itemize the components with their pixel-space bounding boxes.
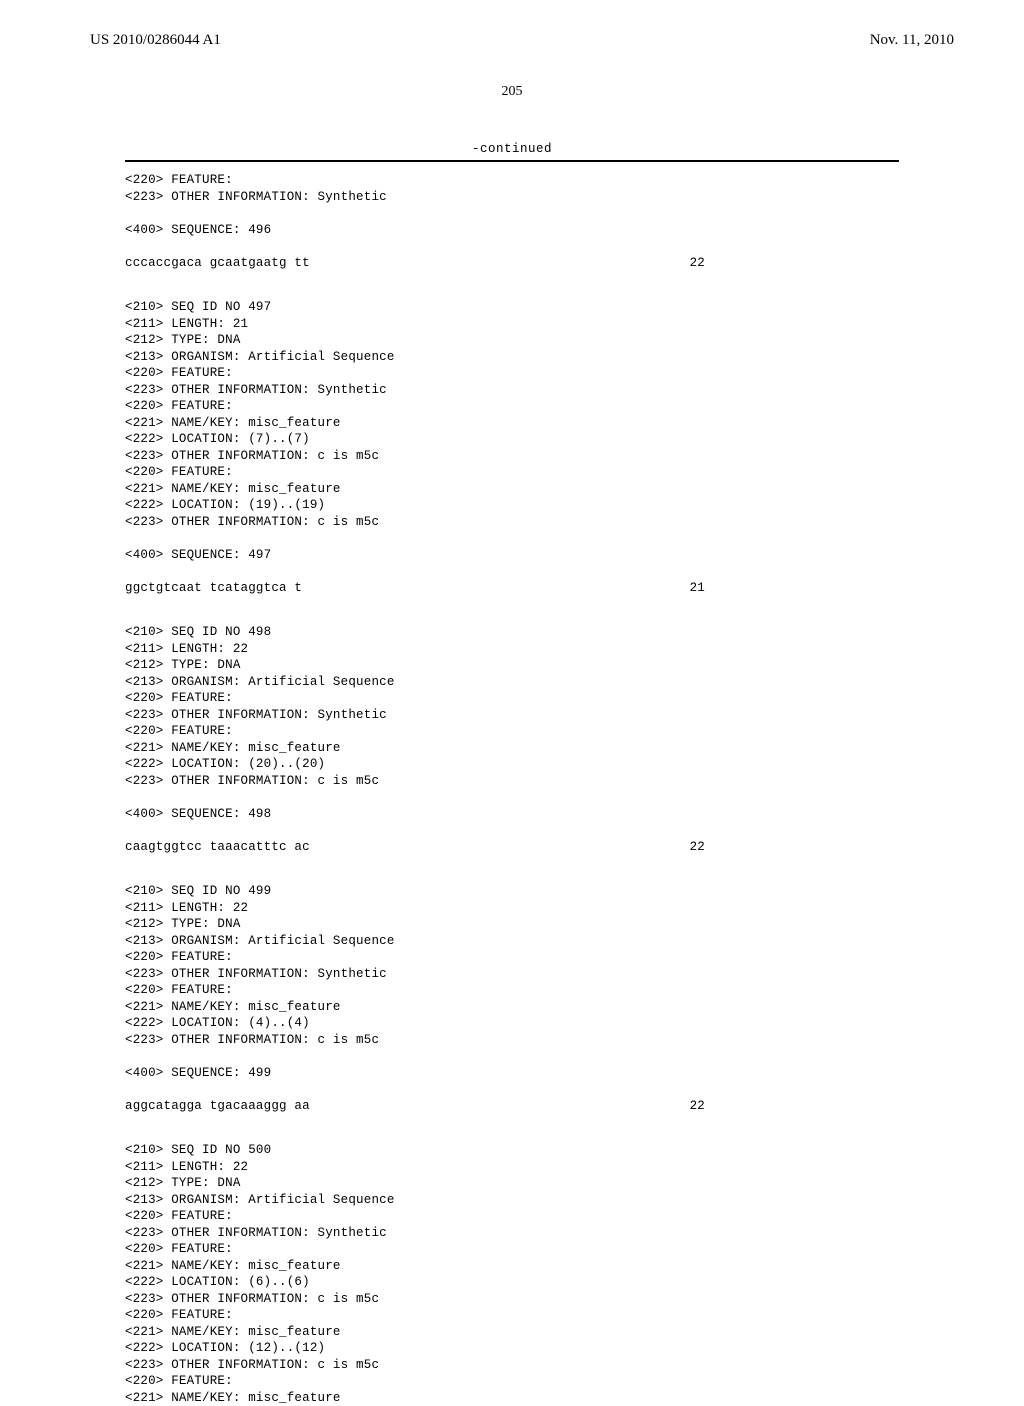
spacer bbox=[125, 822, 899, 839]
sequence-meta-line: <220> FEATURE: bbox=[125, 398, 899, 415]
sequence-meta-line: <220> FEATURE: bbox=[125, 172, 899, 189]
sequence-meta-line: <212> TYPE: DNA bbox=[125, 657, 899, 674]
sequence-length-number: 21 bbox=[690, 580, 705, 597]
sequence-meta-line: <400> SEQUENCE: 496 bbox=[125, 222, 899, 239]
sequence-length-number: 22 bbox=[690, 839, 705, 856]
sequence-meta-line: <222> LOCATION: (19)..(19) bbox=[125, 497, 899, 514]
sequence-string: aggcatagga tgacaaaggg aa bbox=[125, 1098, 310, 1115]
continued-label: -continued bbox=[0, 142, 1024, 156]
sequence-meta-line bbox=[125, 205, 899, 222]
sequence-meta-line: <222> LOCATION: (6)..(6) bbox=[125, 1274, 899, 1291]
spacer bbox=[125, 238, 899, 255]
sequence-meta-line: <221> NAME/KEY: misc_feature bbox=[125, 1324, 899, 1341]
sequence-data-line: aggcatagga tgacaaaggg aa 22 bbox=[125, 1098, 705, 1115]
sequence-meta-line: <220> FEATURE: bbox=[125, 949, 899, 966]
sequence-meta-line: <223> OTHER INFORMATION: Synthetic bbox=[125, 189, 899, 206]
sequence-meta-line: <223> OTHER INFORMATION: c is m5c bbox=[125, 1291, 899, 1308]
sequence-meta-line: <223> OTHER INFORMATION: c is m5c bbox=[125, 773, 899, 790]
sequence-data-line: caagtggtcc taaacatttc ac 22 bbox=[125, 839, 705, 856]
sequence-meta-line: <223> OTHER INFORMATION: c is m5c bbox=[125, 514, 899, 531]
sequence-meta-line: <211> LENGTH: 21 bbox=[125, 316, 899, 333]
sequence-meta-line bbox=[125, 789, 899, 806]
sequence-meta-line bbox=[125, 530, 899, 547]
sequence-length-number: 22 bbox=[690, 255, 705, 272]
sequence-meta-line: <220> FEATURE: bbox=[125, 1307, 899, 1324]
sequence-meta-line: <212> TYPE: DNA bbox=[125, 332, 899, 349]
sequence-data-line: cccaccgaca gcaatgaatg tt 22 bbox=[125, 255, 705, 272]
sequence-meta-line: <221> NAME/KEY: misc_feature bbox=[125, 415, 899, 432]
sequence-meta-line: <221> NAME/KEY: misc_feature bbox=[125, 740, 899, 757]
header-date: Nov. 11, 2010 bbox=[870, 32, 954, 49]
sequence-meta-line: <210> SEQ ID NO 498 bbox=[125, 624, 899, 641]
sequence-meta-line: <211> LENGTH: 22 bbox=[125, 641, 899, 658]
page-number: 205 bbox=[0, 84, 1024, 100]
sequence-meta-line: <213> ORGANISM: Artificial Sequence bbox=[125, 674, 899, 691]
sequence-string: cccaccgaca gcaatgaatg tt bbox=[125, 255, 310, 272]
sequence-meta-line: <221> NAME/KEY: misc_feature bbox=[125, 1390, 899, 1406]
sequence-meta-line: <220> FEATURE: bbox=[125, 464, 899, 481]
sequence-meta-line: <222> LOCATION: (20)..(20) bbox=[125, 756, 899, 773]
sequence-meta-line: <221> NAME/KEY: misc_feature bbox=[125, 999, 899, 1016]
sequence-meta-line: <222> LOCATION: (7)..(7) bbox=[125, 431, 899, 448]
sequence-meta-line: <220> FEATURE: bbox=[125, 690, 899, 707]
sequence-meta-line: <220> FEATURE: bbox=[125, 365, 899, 382]
sequence-meta-line: <223> OTHER INFORMATION: Synthetic bbox=[125, 707, 899, 724]
sequence-meta-line: <400> SEQUENCE: 498 bbox=[125, 806, 899, 823]
sequence-length-number: 22 bbox=[690, 1098, 705, 1115]
sequence-meta-line: <221> NAME/KEY: misc_feature bbox=[125, 481, 899, 498]
sequence-meta-line: <210> SEQ ID NO 499 bbox=[125, 883, 899, 900]
sequence-meta-line: <211> LENGTH: 22 bbox=[125, 1159, 899, 1176]
sequence-meta-line: <213> ORGANISM: Artificial Sequence bbox=[125, 349, 899, 366]
sequence-meta-line: <212> TYPE: DNA bbox=[125, 916, 899, 933]
sequence-meta-line: <220> FEATURE: bbox=[125, 1208, 899, 1225]
page-header: US 2010/0286044 A1 Nov. 11, 2010 bbox=[0, 0, 1024, 49]
sequence-meta-line: <220> FEATURE: bbox=[125, 1241, 899, 1258]
sequence-listing-content: <220> FEATURE:<223> OTHER INFORMATION: S… bbox=[0, 162, 1024, 1406]
sequence-meta-line: <220> FEATURE: bbox=[125, 723, 899, 740]
sequence-meta-line: <400> SEQUENCE: 497 bbox=[125, 547, 899, 564]
sequence-meta-line: <221> NAME/KEY: misc_feature bbox=[125, 1258, 899, 1275]
sequence-meta-line: <212> TYPE: DNA bbox=[125, 1175, 899, 1192]
sequence-meta-line: <222> LOCATION: (4)..(4) bbox=[125, 1015, 899, 1032]
sequence-meta-line: <223> OTHER INFORMATION: c is m5c bbox=[125, 1357, 899, 1374]
sequence-data-line: ggctgtcaat tcataggtca t 21 bbox=[125, 580, 705, 597]
sequence-string: ggctgtcaat tcataggtca t bbox=[125, 580, 302, 597]
sequence-meta-line: <223> OTHER INFORMATION: c is m5c bbox=[125, 448, 899, 465]
sequence-meta-line: <223> OTHER INFORMATION: c is m5c bbox=[125, 1032, 899, 1049]
sequence-meta-line: <400> SEQUENCE: 499 bbox=[125, 1065, 899, 1082]
sequence-meta-line: <223> OTHER INFORMATION: Synthetic bbox=[125, 382, 899, 399]
sequence-meta-line: <220> FEATURE: bbox=[125, 1373, 899, 1390]
sequence-meta-line: <223> OTHER INFORMATION: Synthetic bbox=[125, 966, 899, 983]
sequence-meta-line: <211> LENGTH: 22 bbox=[125, 900, 899, 917]
spacer bbox=[125, 1081, 899, 1098]
sequence-meta-line bbox=[125, 1048, 899, 1065]
spacer bbox=[125, 563, 899, 580]
sequence-meta-line: <210> SEQ ID NO 497 bbox=[125, 299, 899, 316]
sequence-meta-line: <222> LOCATION: (12)..(12) bbox=[125, 1340, 899, 1357]
header-publication-number: US 2010/0286044 A1 bbox=[90, 32, 221, 49]
sequence-meta-line: <220> FEATURE: bbox=[125, 982, 899, 999]
sequence-meta-line: <223> OTHER INFORMATION: Synthetic bbox=[125, 1225, 899, 1242]
sequence-meta-line: <210> SEQ ID NO 500 bbox=[125, 1142, 899, 1159]
sequence-meta-line: <213> ORGANISM: Artificial Sequence bbox=[125, 933, 899, 950]
sequence-string: caagtggtcc taaacatttc ac bbox=[125, 839, 310, 856]
sequence-meta-line: <213> ORGANISM: Artificial Sequence bbox=[125, 1192, 899, 1209]
